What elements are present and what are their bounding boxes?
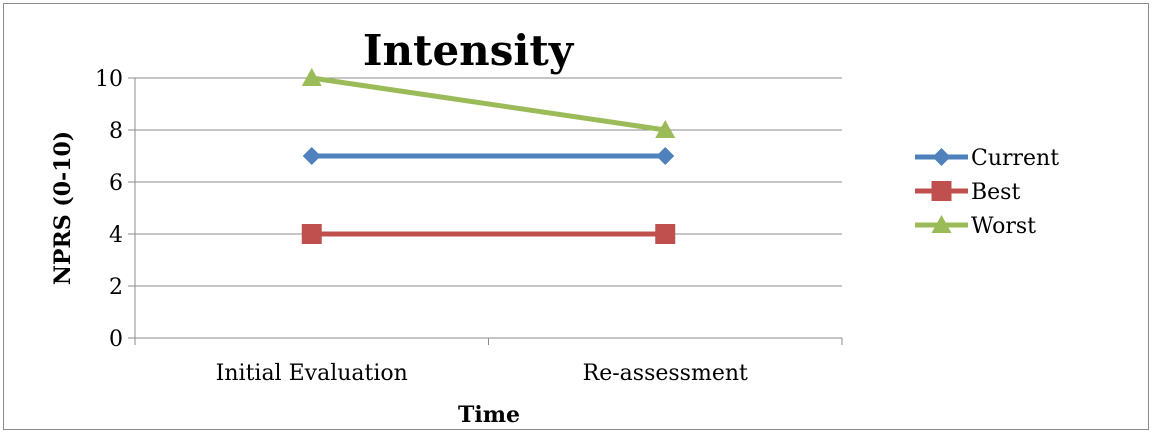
data-point-best <box>655 224 675 244</box>
legend-marker-current <box>933 148 951 166</box>
x-axis-label: Time <box>458 402 520 428</box>
legend-label-current: Current <box>971 146 1059 171</box>
legend-label-best: Best <box>971 180 1020 205</box>
axes <box>135 78 842 338</box>
y-tick-label: 10 <box>95 67 123 92</box>
series-group <box>302 68 676 244</box>
data-point-current <box>303 147 321 165</box>
x-axis-ticks: Initial Evaluation Re-assessment <box>135 338 842 386</box>
data-point-best <box>302 224 322 244</box>
gridlines <box>135 78 842 286</box>
legend: Current Best Worst <box>915 146 1059 239</box>
y-axis-ticks: 0 2 4 6 8 10 <box>95 67 135 352</box>
y-tick-label: 4 <box>109 223 123 248</box>
chart-title: Intensity <box>363 26 575 75</box>
y-tick-label: 6 <box>109 171 123 196</box>
series-line-worst <box>312 78 666 130</box>
x-tick-label: Re-assessment <box>583 361 748 386</box>
y-axis-label: NPRS (0-10) <box>50 131 76 285</box>
x-tick-label: Initial Evaluation <box>216 361 408 386</box>
legend-marker-best <box>932 181 952 201</box>
y-tick-label: 0 <box>109 327 123 352</box>
legend-label-worst: Worst <box>971 214 1036 239</box>
data-point-current <box>656 147 674 165</box>
y-tick-label: 2 <box>109 275 123 300</box>
y-tick-label: 8 <box>109 119 123 144</box>
